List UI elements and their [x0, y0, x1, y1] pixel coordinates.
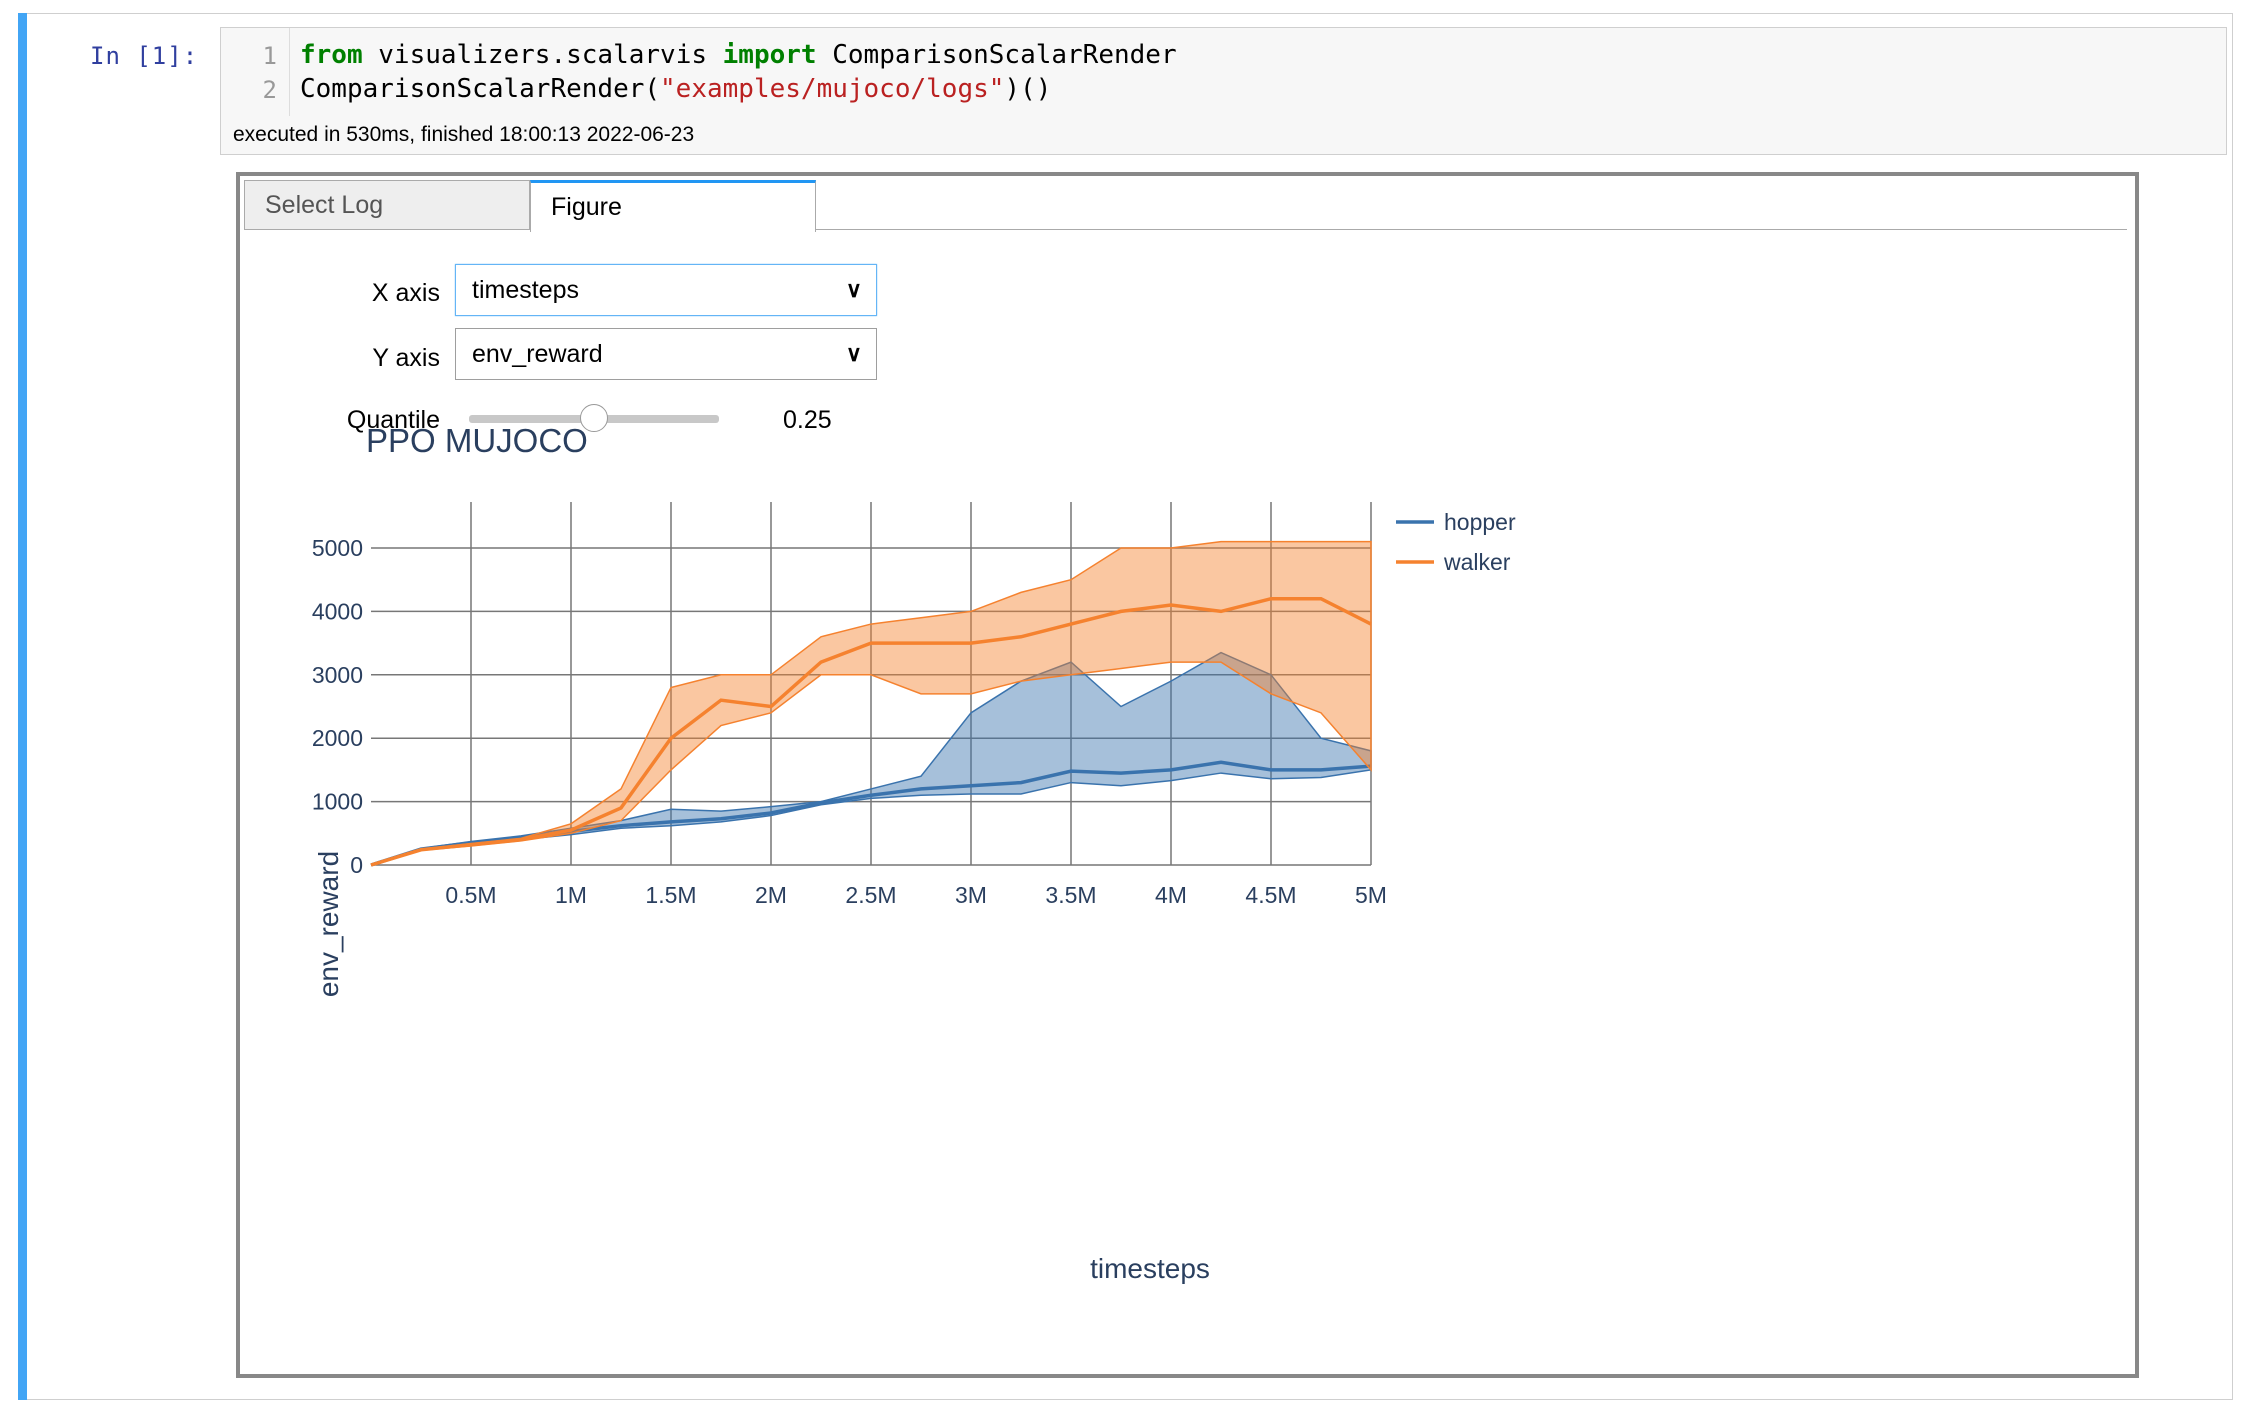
- walker-quantile-band: [370, 540, 1372, 866]
- x-axis-label: X axis: [371, 279, 440, 307]
- string-literal: "examples/mujoco/logs": [660, 74, 1005, 104]
- chevron-down-icon: ∨: [845, 277, 862, 302]
- code-line: ComparisonScalarRender("examples/mujoco/…: [300, 74, 1051, 104]
- quantile-value: 0.25: [783, 406, 832, 434]
- x-tick-label: 1.5M: [645, 882, 696, 908]
- line-number: 2: [262, 76, 277, 104]
- execution-status: executed in 530ms, finished 18:00:13 202…: [220, 116, 2227, 155]
- y-tick-label: 4000: [312, 598, 363, 624]
- walker-median-line: [370, 596, 1372, 867]
- input-prompt: In [1]:: [90, 42, 199, 70]
- x-tick-label: 4M: [1155, 882, 1187, 908]
- x-axis-select[interactable]: timesteps ∨: [455, 264, 877, 316]
- x-tick-label: 1M: [555, 882, 587, 908]
- tab-figure[interactable]: Figure: [530, 180, 816, 232]
- x-tick-label: 3M: [955, 882, 987, 908]
- line-number-gutter: 1 2: [221, 28, 290, 116]
- chart-title: PPO MUJOCO: [366, 422, 588, 459]
- legend-item-hopper: hopper: [1444, 509, 1516, 535]
- code-text: ComparisonScalarRender(: [300, 74, 661, 104]
- x-tick-label: 2.5M: [845, 882, 896, 908]
- plot-area: 0.5M 1M 1.5M 2M 2.5M 3M 3.5M 4M 4.5M 5M 0 1000 2000 3…: [312, 502, 1387, 908]
- x-tick-label: 4.5M: [1245, 882, 1296, 908]
- tab-select-log[interactable]: Select Log: [244, 180, 530, 230]
- y-tick-label: 2000: [312, 725, 363, 751]
- y-axis-title: env_reward: [313, 851, 344, 997]
- code-text: visualizers.scalarvis: [362, 40, 723, 70]
- quantile-slider-handle[interactable]: [580, 404, 608, 432]
- chevron-down-icon: ∨: [845, 341, 862, 366]
- code-text: ComparisonScalarRender: [816, 40, 1177, 70]
- legend-item-walker: walker: [1443, 549, 1511, 575]
- x-tick-label: 5M: [1355, 882, 1387, 908]
- y-axis-select[interactable]: env_reward ∨: [455, 328, 877, 380]
- x-tick-label: 3.5M: [1045, 882, 1096, 908]
- output-widget: Select Log Figure X axis timesteps ∨ Y a…: [236, 172, 2139, 1378]
- x-axis-title: timesteps: [1090, 1253, 1210, 1284]
- y-tick-label: 1000: [312, 789, 363, 815]
- line-number: 1: [262, 42, 277, 70]
- keyword: from: [300, 40, 363, 70]
- x-tick-label: 2M: [755, 882, 787, 908]
- cell-selection-bar: [18, 13, 27, 1400]
- y-axis-value: env_reward: [472, 340, 603, 368]
- y-tick-label: 0: [350, 852, 363, 878]
- y-tick-label: 5000: [312, 535, 363, 561]
- keyword: import: [722, 40, 817, 70]
- code-line: from visualizers.scalarvis import Compar…: [300, 40, 1177, 70]
- y-axis-label: Y axis: [372, 344, 440, 372]
- y-tick-label: 3000: [312, 662, 363, 688]
- legend[interactable]: hopper walker: [1396, 509, 1516, 575]
- quantile-label: Quantile: [346, 406, 440, 434]
- code-text: )(): [1004, 74, 1052, 104]
- x-axis-value: timesteps: [472, 276, 579, 304]
- tab-divider: [816, 229, 2127, 230]
- x-tick-label: 0.5M: [445, 882, 496, 908]
- chart: PPO MUJOCO timesteps env_reward 0.5M 1M 1.…: [312, 422, 1516, 1284]
- code-editor[interactable]: 1 2 from visualizers.scalarvis import Co…: [220, 27, 2227, 117]
